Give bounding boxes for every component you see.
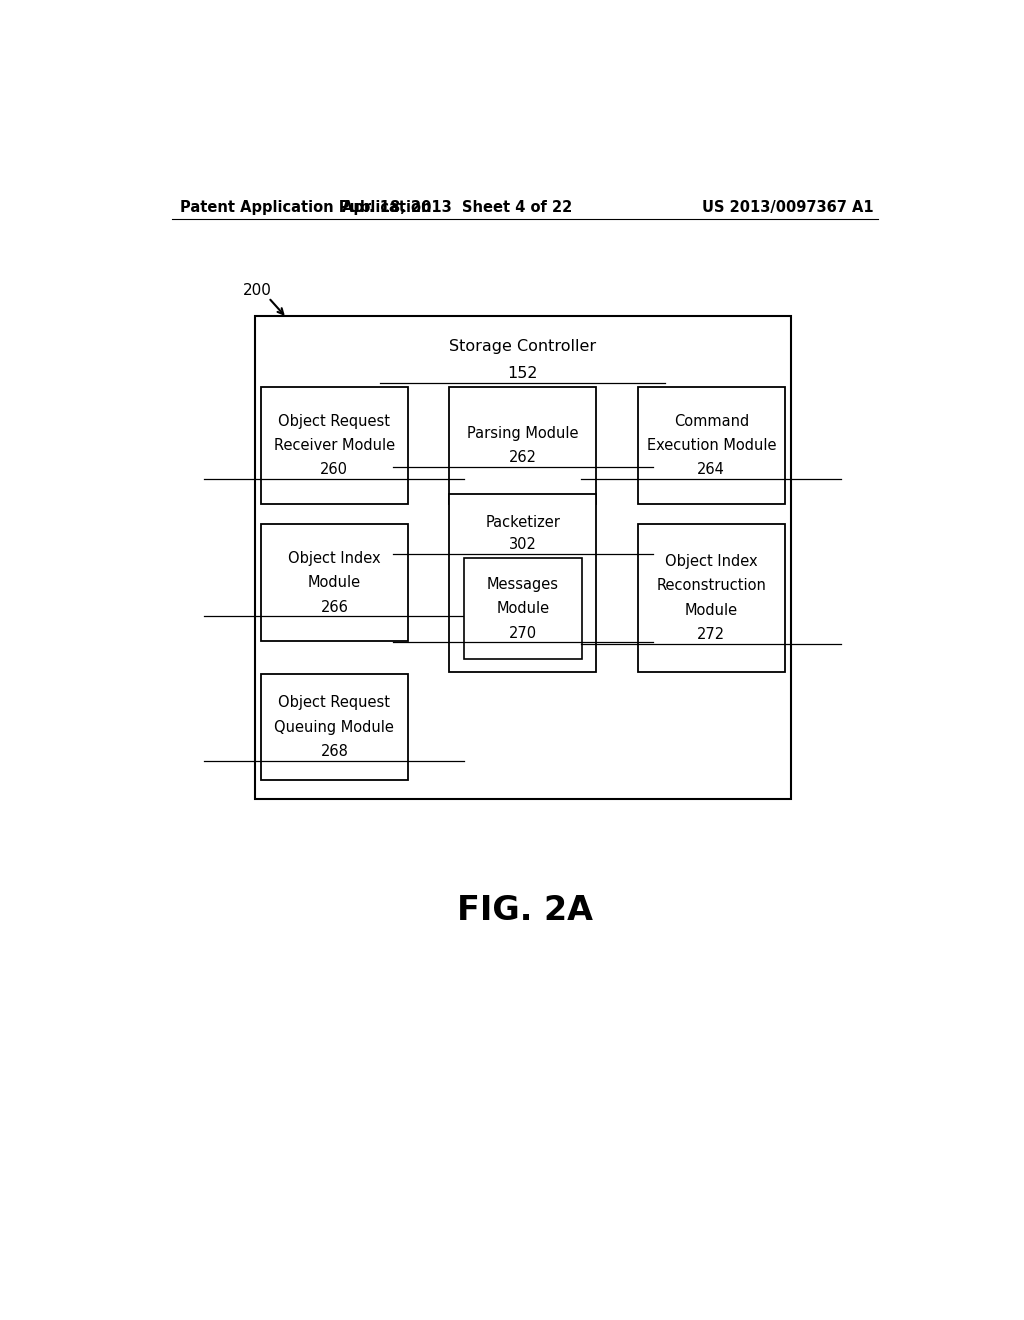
Text: Storage Controller: Storage Controller (450, 339, 596, 354)
Text: Module: Module (308, 576, 360, 590)
Text: Command: Command (674, 413, 749, 429)
Text: 200: 200 (243, 282, 272, 298)
Text: Object Request: Object Request (279, 413, 390, 429)
Text: 264: 264 (697, 462, 725, 478)
Text: Module: Module (685, 603, 738, 618)
Bar (261, 673, 408, 780)
Text: Apr. 18, 2013  Sheet 4 of 22: Apr. 18, 2013 Sheet 4 of 22 (342, 199, 572, 215)
Text: Execution Module: Execution Module (646, 438, 776, 453)
Text: Receiver Module: Receiver Module (273, 438, 395, 453)
Bar (255, 315, 791, 799)
Text: US 2013/0097367 A1: US 2013/0097367 A1 (702, 199, 873, 215)
Bar (450, 387, 596, 504)
Text: Queuing Module: Queuing Module (274, 719, 394, 734)
Text: 260: 260 (321, 462, 348, 478)
Bar (638, 524, 784, 672)
Text: 152: 152 (508, 367, 538, 381)
Bar (638, 387, 784, 504)
Text: 268: 268 (321, 744, 348, 759)
Text: Packetizer: Packetizer (485, 515, 560, 529)
Text: 270: 270 (509, 626, 537, 640)
Text: 302: 302 (509, 537, 537, 552)
Text: Object Index: Object Index (288, 550, 381, 566)
Text: 262: 262 (509, 450, 537, 465)
Text: Messages: Messages (486, 577, 559, 591)
Text: Object Index: Object Index (665, 554, 758, 569)
Bar (261, 387, 408, 504)
Text: Reconstruction: Reconstruction (656, 578, 766, 593)
Text: Object Request: Object Request (279, 696, 390, 710)
Text: Module: Module (497, 601, 550, 616)
Text: 272: 272 (697, 627, 725, 642)
Text: FIG. 2A: FIG. 2A (457, 894, 593, 927)
Bar (464, 558, 582, 660)
Text: Patent Application Publication: Patent Application Publication (179, 199, 431, 215)
Bar (450, 494, 596, 672)
Text: Parsing Module: Parsing Module (467, 426, 579, 441)
Text: 266: 266 (321, 599, 348, 615)
Bar (261, 524, 408, 642)
